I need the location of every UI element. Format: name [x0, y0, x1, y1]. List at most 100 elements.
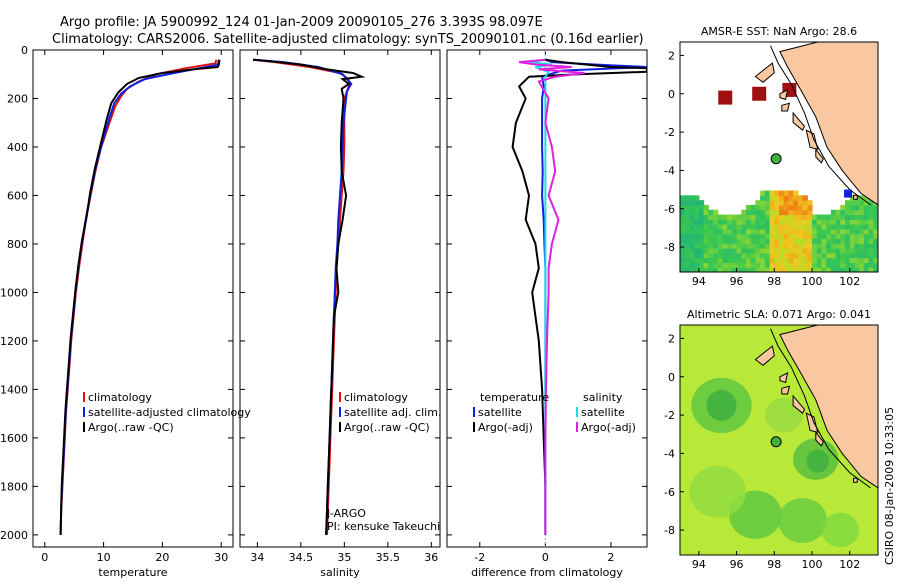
sst-cell: [736, 219, 742, 225]
sst-cell: [840, 267, 846, 272]
legend-entry: satellite adj. clim.: [344, 406, 441, 419]
sst-cell: [684, 195, 691, 201]
sst-cell: [849, 233, 856, 240]
sst-cell: [859, 228, 865, 235]
sst-cell: [821, 248, 827, 254]
sst-cell: [849, 195, 856, 201]
sst-cell: [694, 252, 700, 259]
sla-xtick-label: 100: [802, 558, 823, 571]
sst-cell: [802, 267, 808, 272]
sst-cell: [859, 267, 865, 272]
sst-cell: [731, 224, 738, 230]
sst-cell: [854, 252, 860, 259]
sst-cell: [731, 267, 738, 272]
sst-cell: [722, 257, 728, 264]
sst-cell: [840, 248, 846, 254]
legend-entry: Argo(-adj): [581, 421, 636, 434]
sst-cell: [816, 228, 823, 235]
sst-cell: [797, 214, 804, 220]
sst-cell: [826, 233, 832, 240]
sst-cell: [788, 200, 794, 206]
sst-cell: [783, 209, 790, 216]
sst-cell: [830, 267, 837, 272]
sst-cell: [703, 248, 709, 254]
sst-cell: [830, 238, 837, 244]
sst-cell: [746, 209, 752, 216]
sst-cell: [802, 228, 808, 235]
sst-cell: [812, 214, 818, 220]
sst-cell: [854, 224, 860, 230]
sst-cell: [779, 195, 785, 201]
sst-cell: [713, 219, 719, 225]
sal-frame: [239, 49, 441, 548]
sst-cell: [816, 267, 823, 272]
sst-cell: [835, 214, 841, 220]
sst-cell: [812, 228, 818, 235]
sst-cell: [727, 257, 733, 264]
sst-cell: [769, 233, 775, 240]
sst-cell: [703, 228, 709, 235]
sst-cell: [713, 209, 719, 216]
sst-cell: [764, 200, 771, 206]
sst-cell: [703, 214, 709, 220]
sst-cell: [689, 214, 695, 220]
sal-series: [252, 58, 366, 535]
sst-cell: [797, 209, 804, 216]
sst-cell: [868, 248, 874, 254]
sst-cell: [863, 252, 870, 259]
difference-panel: -2 0 2 difference from climatology temperatu…: [446, 49, 648, 579]
sst-cell: [816, 248, 823, 254]
sst-cell: [788, 190, 794, 196]
sst-cell: [793, 248, 799, 254]
sst-cell: [680, 233, 686, 240]
sst-cell: [868, 238, 874, 244]
sst-cell: [736, 267, 742, 272]
sst-cell: [746, 233, 752, 240]
sst-cell: [755, 243, 761, 249]
sst-cell: [797, 262, 804, 268]
island: [792, 111, 806, 131]
sst-cell: [779, 243, 785, 249]
sst-cell: [684, 224, 691, 230]
sst-cell: [713, 248, 719, 254]
sst-cell: [708, 252, 714, 259]
sst-cell: [807, 238, 813, 244]
sst-cell: [760, 267, 766, 272]
sst-cell: [793, 238, 799, 244]
sst-cell: [845, 219, 851, 225]
sst-cell: [741, 238, 747, 244]
sst-cell: [717, 233, 724, 240]
sst-cell: [727, 219, 733, 225]
sst-xtick-label: 96: [730, 275, 744, 288]
sst-cell: [845, 204, 851, 211]
sst-cell: [689, 224, 695, 230]
sst-cell: [868, 204, 874, 211]
sst-cell: [807, 248, 813, 254]
sst-cell: [760, 224, 766, 230]
sst-cell: [764, 243, 771, 249]
sst-cell: [750, 243, 757, 249]
sst-cell: [689, 233, 695, 240]
sst-cell: [760, 243, 766, 249]
sst-cell: [797, 243, 804, 249]
island: [754, 345, 775, 366]
sst-cell: [835, 252, 841, 259]
sst-cell: [694, 195, 700, 201]
sst-cell: [764, 257, 771, 264]
sst-map-panel: 94 96 98 100 102 -8 -6 -4 -2 0 2 AMSR-E SST: NaN Ar…: [664, 25, 879, 288]
sst-cell: [764, 267, 771, 272]
sst-cell: [769, 252, 775, 259]
legend-entry: climatology: [88, 391, 152, 404]
sst-cell: [779, 257, 785, 264]
sst-cell: [713, 233, 719, 240]
sst-cell: [845, 224, 851, 230]
depth-tick-label: 1400: [0, 383, 28, 396]
sst-cell: [689, 252, 695, 259]
sst-cell: [684, 243, 691, 249]
sst-cell: [736, 228, 742, 235]
depth-tick-label: 600: [7, 189, 28, 202]
sst-cell: [826, 257, 832, 264]
sst-cell: [755, 204, 761, 211]
sst-cell: [755, 228, 761, 235]
sst-cell: [708, 219, 714, 225]
